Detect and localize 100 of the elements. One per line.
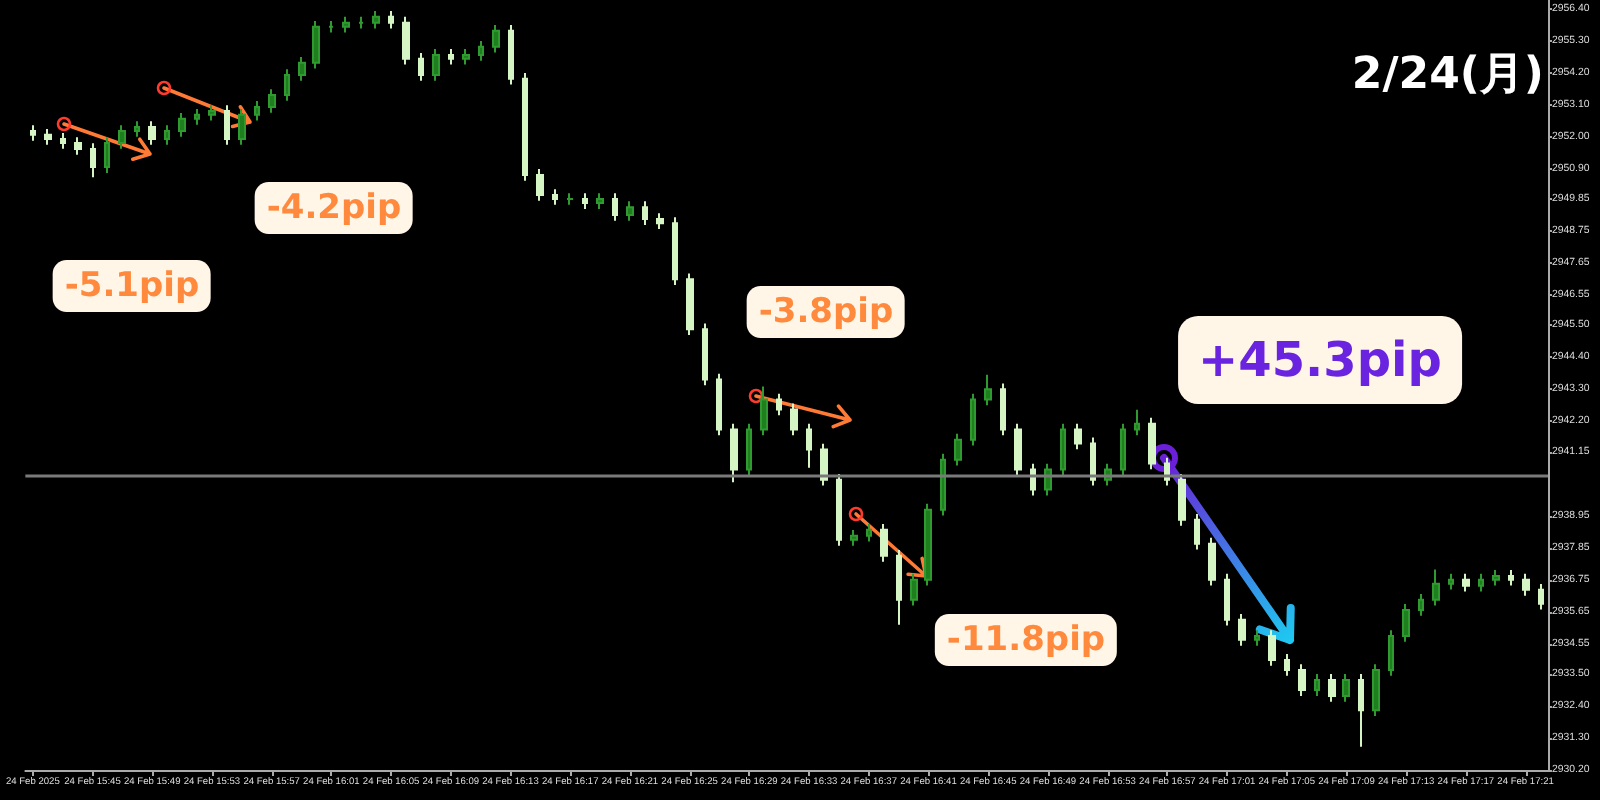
candlestick <box>402 15 410 66</box>
candlestick <box>612 192 618 222</box>
candlestick <box>164 124 170 146</box>
candlestick <box>284 68 290 102</box>
text: 2/24(月) <box>1351 48 1544 104</box>
candlestick <box>1014 422 1022 477</box>
candlestick <box>1522 572 1530 597</box>
candlestick <box>866 522 872 543</box>
candlestick <box>224 104 230 146</box>
candlestick <box>1402 603 1410 643</box>
candlestick <box>1388 629 1394 677</box>
candlestick <box>954 432 962 467</box>
candlestick <box>1208 536 1216 587</box>
candlestick <box>716 372 722 437</box>
candlestick <box>208 104 216 122</box>
candlestick <box>1492 569 1500 587</box>
candlestick <box>1462 572 1470 593</box>
candlestick <box>522 71 528 182</box>
candlestick <box>984 373 992 407</box>
candlestick <box>1284 653 1290 677</box>
candlestick <box>358 15 364 30</box>
candlestick <box>1298 663 1306 697</box>
candlestick <box>760 385 768 437</box>
candlestick <box>74 136 82 156</box>
candlestick <box>1194 513 1200 551</box>
candlestick <box>596 192 604 210</box>
candlestick <box>910 572 918 607</box>
candlestick <box>90 142 96 179</box>
candlestick <box>924 502 932 587</box>
candlestick <box>970 392 976 447</box>
annotation: -11.8pip <box>934 614 1118 666</box>
candlestick <box>536 168 544 202</box>
candlestick <box>432 48 440 82</box>
candlestick <box>254 100 260 122</box>
candlestick <box>312 19 320 70</box>
candlestick <box>1254 629 1260 647</box>
candlestick <box>1148 416 1156 471</box>
candlestick <box>298 55 306 82</box>
candlestick <box>702 322 708 387</box>
candlestick <box>582 192 588 210</box>
candlestick <box>342 15 350 34</box>
candlestick <box>642 200 648 226</box>
candlestick <box>820 442 828 487</box>
candlestick <box>134 120 140 138</box>
candlestick <box>746 422 752 477</box>
candlestick <box>656 212 664 230</box>
candlestick <box>1060 422 1066 477</box>
annotation: -4.2pip <box>254 182 414 234</box>
candlestick <box>1342 673 1350 703</box>
annotation: -3.8pip <box>746 286 906 338</box>
candlestick <box>44 128 52 146</box>
candlestick <box>1074 422 1082 451</box>
candlestick <box>462 48 470 66</box>
candlestick <box>372 10 380 30</box>
candlestick <box>1538 583 1544 611</box>
candlestick <box>448 48 454 66</box>
candlestick <box>850 528 858 547</box>
candlestick <box>328 19 334 34</box>
candlestick <box>790 402 798 437</box>
candlestick <box>1358 673 1364 748</box>
candlestick <box>478 39 484 62</box>
candlestick <box>552 188 558 206</box>
candlestick <box>1508 569 1514 587</box>
candlestick <box>1134 408 1140 437</box>
candlestick <box>1224 572 1230 627</box>
candlestick <box>418 51 424 82</box>
candlestick <box>1448 572 1454 591</box>
candlestick <box>30 124 36 142</box>
candlestick <box>1238 612 1246 647</box>
candlestick <box>268 88 276 114</box>
candlestick <box>880 522 888 563</box>
candlestick <box>1090 436 1096 487</box>
candlestick <box>686 272 694 337</box>
candlestick <box>178 112 186 138</box>
candlestick <box>836 472 842 547</box>
candlestick <box>566 192 574 206</box>
candlestick <box>508 23 514 86</box>
candlestick <box>1478 572 1484 593</box>
annotation: +45.3pip <box>1178 316 1462 404</box>
candlestick <box>1120 422 1126 477</box>
candlestick <box>672 216 678 287</box>
candlestick <box>194 107 200 126</box>
candlestick <box>1418 592 1424 617</box>
candlestick <box>1328 673 1336 703</box>
candlestick <box>104 136 110 174</box>
candlestick <box>1372 663 1380 717</box>
candlestick <box>238 107 246 146</box>
candlestick <box>1314 673 1320 697</box>
candlestick <box>1432 568 1440 607</box>
candlestick <box>118 124 126 150</box>
candlestick <box>776 392 782 417</box>
candlestick <box>806 422 812 469</box>
candlestick <box>1178 472 1186 527</box>
candlestick <box>1000 382 1006 437</box>
candlestick <box>492 23 500 54</box>
candlestick <box>940 452 946 517</box>
candlestick <box>148 120 156 146</box>
candlestick <box>626 200 634 222</box>
candlestick <box>60 132 66 150</box>
candlestick <box>388 10 394 30</box>
